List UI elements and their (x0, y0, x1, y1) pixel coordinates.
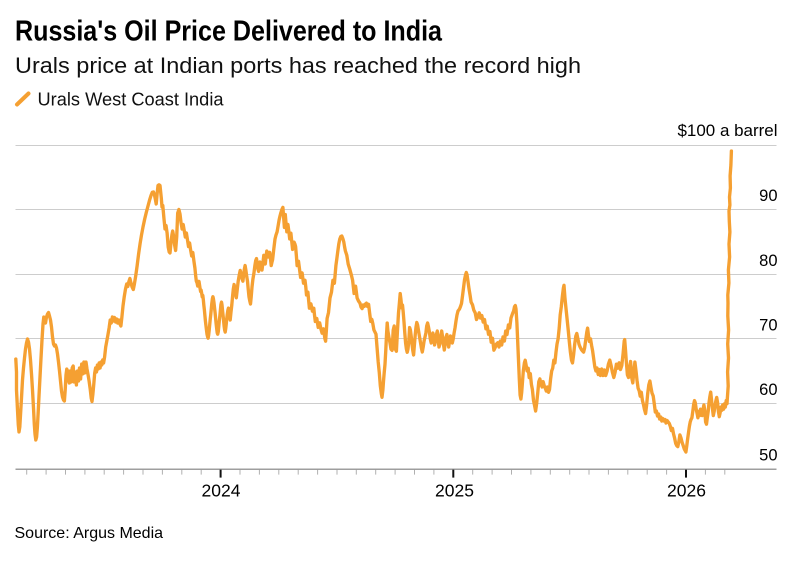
svg-text:Source: Argus Media: Source: Argus Media (15, 525, 164, 542)
svg-text:2026: 2026 (667, 481, 706, 501)
svg-text:90: 90 (759, 187, 777, 205)
svg-text:2025: 2025 (435, 481, 474, 501)
svg-text:2024: 2024 (202, 481, 241, 501)
svg-text:60: 60 (759, 381, 777, 399)
svg-text:80: 80 (759, 252, 777, 270)
svg-text:70: 70 (759, 316, 777, 334)
svg-text:Russia's Oil Price Delivered t: Russia's Oil Price Delivered to India (15, 16, 443, 48)
svg-text:50: 50 (759, 447, 777, 465)
svg-text:Urals price at Indian ports ha: Urals price at Indian ports has reached … (15, 53, 581, 78)
svg-text:Urals West Coast India: Urals West Coast India (38, 89, 225, 110)
svg-text:$100 a barrel: $100 a barrel (678, 122, 778, 140)
